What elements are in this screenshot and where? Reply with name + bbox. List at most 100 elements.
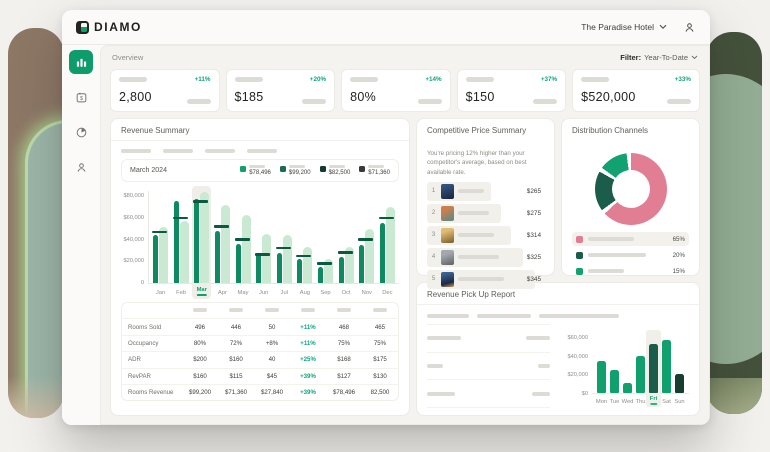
background-photo-right	[706, 32, 762, 414]
table-header-row	[122, 303, 398, 318]
competitor-row[interactable]: 4 $325	[427, 247, 544, 267]
day-bar	[610, 369, 619, 393]
overview-header: Overview Filter: Year-To-Date	[110, 52, 700, 63]
bar-group-dec[interactable]: Dec	[378, 191, 395, 296]
kpi-card-revpar[interactable]: +37% $150	[456, 69, 567, 112]
competitor-row[interactable]: 5 $345	[427, 269, 544, 289]
tab-placeholder[interactable]	[163, 149, 193, 153]
sidebar-item-finance[interactable]: $	[69, 85, 93, 109]
y-axis-tick: $80,000	[123, 193, 144, 200]
table-row[interactable]: ADR $200 $160 40 +25% $168 $175	[122, 351, 398, 367]
revenue-bar-chart: $80,000 $60,000 $40,000 $20,000 0 Jan Feb Mar A…	[121, 186, 399, 299]
kpi-sub-placeholder	[186, 99, 211, 104]
sidebar-item-profile[interactable]	[69, 155, 93, 179]
kpi-card-rooms[interactable]: +11% 2,800	[110, 69, 220, 112]
table-row[interactable]: RevPAR $160 $115 $45 +39% $127 $130	[122, 367, 398, 384]
row-label: ADR	[128, 356, 141, 364]
bar-group-thu[interactable]: Thu	[634, 335, 647, 405]
kpi-card-revenue[interactable]: +33% $520,000	[572, 69, 700, 112]
competitor-row[interactable]: 1 $265	[427, 181, 544, 201]
tab-placeholder[interactable]	[427, 314, 469, 318]
month-label: Apr	[217, 290, 227, 296]
bar-group-tue[interactable]: Tue	[608, 335, 621, 405]
forecast-bar	[220, 205, 230, 283]
sidebar-item-reports[interactable]	[69, 120, 93, 144]
table-cell: 75%	[373, 339, 387, 347]
table-cell: +11%	[300, 339, 316, 347]
dashboard-grid: Revenue Summary March 2024 $78,496 $99,20…	[110, 118, 700, 416]
table-cell: $127	[337, 372, 351, 380]
pickup-tabs[interactable]	[427, 314, 689, 318]
hotel-selector[interactable]: The Paradise Hotel	[581, 22, 667, 32]
bar-group-mon[interactable]: Mon	[595, 335, 608, 405]
kpi-delta: +11%	[194, 76, 211, 83]
bar-group-aug[interactable]: Aug	[296, 191, 313, 296]
y-axis-tick: $20,000	[567, 372, 588, 379]
tab-placeholder[interactable]	[205, 149, 235, 153]
channel-legend-row[interactable]: 20%	[572, 248, 689, 262]
bar-group-jul[interactable]: Jul	[275, 191, 292, 296]
bar-group-apr[interactable]: Apr	[213, 191, 230, 296]
tab-placeholder[interactable]	[121, 149, 151, 153]
bar-group-may[interactable]: May	[234, 191, 251, 296]
bar-group-sat[interactable]: Sat	[660, 335, 673, 405]
month-label: Sep	[320, 290, 331, 296]
bar-group-fri[interactable]: Fri	[646, 330, 661, 407]
calendar-dollar-icon: $	[76, 92, 86, 102]
bar-group-sun[interactable]: Sun	[673, 335, 686, 405]
competitor-row[interactable]: 2 $275	[427, 203, 544, 223]
channel-legend-row[interactable]: 65%	[572, 232, 689, 246]
sidebar-item-analytics[interactable]	[69, 50, 93, 74]
target-marker	[378, 216, 394, 220]
kpi-delta: +37%	[540, 76, 558, 83]
actual-bar	[173, 200, 179, 283]
legend-item: $82,500	[319, 165, 350, 176]
hotel-name-placeholder	[458, 211, 489, 216]
table-cell: 496	[194, 323, 206, 331]
table-row[interactable]: Rooms Revenue $99,200 $71,360 $27,840 +39% $7…	[122, 383, 398, 400]
label-placeholder	[427, 336, 461, 341]
bar-group-jun[interactable]: Jun	[255, 191, 272, 296]
table-row[interactable]: Occupancy 80% 72% +8% +11% 75% 75%	[122, 334, 398, 351]
header-placeholder	[229, 308, 243, 313]
bar-group-feb[interactable]: Feb	[172, 191, 189, 296]
bar-group-oct[interactable]: Oct	[337, 191, 354, 296]
table-cell: $115	[229, 372, 243, 380]
tab-placeholder[interactable]	[247, 149, 277, 153]
top-bar: DIAMO The Paradise Hotel	[62, 10, 710, 45]
bar-group-mar[interactable]: Mar	[192, 186, 212, 299]
revenue-tabs[interactable]	[121, 149, 399, 153]
header-placeholder	[265, 308, 279, 313]
row-label: Rooms Sold	[128, 323, 162, 331]
channel-legend-row[interactable]: 15%	[572, 264, 689, 278]
price-value: $265	[526, 187, 541, 195]
arch-shape	[28, 123, 64, 418]
table-cell: $130	[373, 372, 387, 380]
hotel-photo	[441, 227, 454, 243]
competitor-row[interactable]: 3 $314	[427, 225, 544, 245]
tab-placeholder[interactable]	[539, 314, 619, 318]
forecast-bar	[282, 235, 292, 283]
kpi-value: $520,000	[581, 90, 636, 104]
day-label: Fri	[650, 396, 657, 405]
forecast-bar	[303, 247, 313, 283]
filter-value: Year-To-Date	[644, 53, 688, 62]
rank-number: 2	[431, 210, 436, 217]
user-icon[interactable]	[683, 21, 696, 34]
bar-group-wed[interactable]: Wed	[621, 335, 634, 405]
kpi-card-adr[interactable]: +20% $185	[225, 69, 336, 112]
label-placeholder	[427, 364, 443, 368]
hotel-photo	[441, 249, 454, 265]
bar-group-sep[interactable]: Sep	[317, 191, 333, 296]
bar-group-jan[interactable]: Jan	[152, 191, 168, 296]
tab-placeholder[interactable]	[477, 314, 531, 318]
kpi-card-occupancy[interactable]: +14% 80%	[341, 69, 451, 112]
filter-dropdown[interactable]: Filter: Year-To-Date	[620, 53, 698, 62]
legend-swatch	[240, 166, 247, 172]
sphere-shape	[706, 74, 762, 364]
bar-group-nov[interactable]: Nov	[358, 191, 375, 296]
legend-swatch	[279, 166, 286, 172]
forecast-bar	[200, 192, 210, 283]
day-bar	[675, 374, 684, 393]
table-row[interactable]: Rooms Sold 496 446 50 +11% 468 465	[122, 318, 398, 334]
